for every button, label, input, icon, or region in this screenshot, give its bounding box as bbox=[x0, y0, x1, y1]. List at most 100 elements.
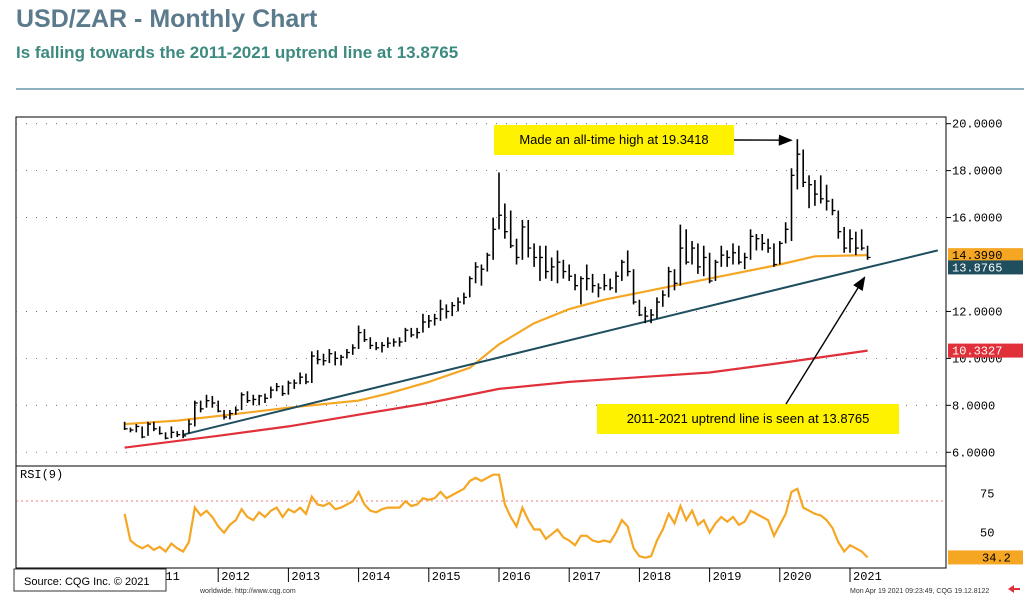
year-label: 2018 bbox=[642, 570, 671, 584]
ohlc-bar bbox=[866, 245, 871, 260]
footer-left-text: worldwide. http://www.cqg.com bbox=[199, 588, 296, 595]
price-tag-label: 13.8765 bbox=[952, 261, 1002, 275]
ohlc-bar bbox=[310, 351, 315, 384]
ohlc-bar bbox=[334, 351, 339, 366]
ohlc-bar bbox=[849, 229, 853, 253]
year-label: 2019 bbox=[713, 570, 742, 584]
ohlc-bar bbox=[275, 383, 280, 392]
ohlc-bar bbox=[814, 180, 818, 206]
ohlc-bar bbox=[767, 238, 772, 253]
ohlc-bar bbox=[246, 391, 251, 403]
ohlc-bar bbox=[381, 341, 385, 353]
ohlc-bar bbox=[486, 252, 491, 272]
ohlc-bar bbox=[199, 400, 204, 413]
ohlc-bar bbox=[158, 426, 163, 435]
ohlc-bar bbox=[504, 203, 508, 239]
rsi-panel-frame bbox=[15, 465, 947, 569]
year-label: 2012 bbox=[221, 570, 250, 584]
ohlc-bar bbox=[644, 306, 649, 324]
ohlc-bar bbox=[837, 210, 842, 239]
ohlc-bar bbox=[258, 394, 263, 406]
ohlc-bar bbox=[182, 429, 187, 439]
ohlc-bar bbox=[825, 184, 830, 211]
rsi-panel-label: RSI(9) bbox=[20, 468, 63, 482]
ohlc-bar bbox=[591, 273, 596, 293]
ohlc-bar bbox=[293, 379, 298, 389]
ohlc-bar bbox=[673, 269, 678, 291]
price-tag: 10.3327 bbox=[948, 343, 1023, 359]
ohlc-bar bbox=[702, 245, 707, 277]
annotation-callout: 2011-2021 uptrend line is seen at 13.876… bbox=[597, 276, 899, 434]
ohlc-bar bbox=[585, 264, 590, 291]
scroll-left-arrow-icon[interactable] bbox=[1008, 585, 1020, 593]
ohlc-bar bbox=[129, 427, 134, 433]
year-label: 2020 bbox=[783, 570, 812, 584]
ohlc-bar bbox=[626, 250, 631, 277]
price-axis-tick-label: 8.0000 bbox=[952, 399, 995, 413]
ohlc-bar bbox=[778, 241, 783, 265]
ohlc-bar bbox=[831, 198, 836, 216]
year-label: 2015 bbox=[432, 570, 461, 584]
ohlc-bar bbox=[743, 252, 748, 270]
ohlc-bar bbox=[656, 297, 660, 319]
ohlc-bar bbox=[738, 245, 742, 265]
year-label: 2016 bbox=[502, 570, 531, 584]
ohlc-bar bbox=[217, 400, 222, 413]
footer-right-text: Mon Apr 19 2021 09:23:49, CQG 19.12.8122 bbox=[850, 588, 989, 595]
ohlc-bar bbox=[661, 290, 666, 307]
ohlc-bar bbox=[808, 175, 813, 209]
ohlc-bar bbox=[492, 217, 497, 260]
ohlc-bar bbox=[229, 410, 233, 420]
price-axis-tick-label: 6.0000 bbox=[952, 446, 995, 460]
year-label: 2017 bbox=[572, 570, 601, 584]
ohlc-bar bbox=[457, 297, 462, 312]
annotation-text: Made an all-time high at 19.3418 bbox=[519, 132, 708, 147]
ohlc-bar bbox=[708, 252, 713, 284]
price-tag-label: 14.3990 bbox=[952, 249, 1002, 263]
annotation-callout: Made an all-time high at 19.3418 bbox=[494, 125, 793, 155]
uptrend-line bbox=[182, 249, 939, 436]
rsi-value-tag: 34.2 bbox=[948, 550, 1023, 565]
ohlc-bar bbox=[714, 259, 719, 281]
ohlc-bar bbox=[615, 271, 619, 293]
ohlc-bar bbox=[609, 278, 614, 291]
ohlc-bar bbox=[679, 224, 684, 286]
price-tag: 14.3990 bbox=[948, 248, 1023, 263]
ohlc-bar bbox=[445, 304, 450, 319]
ohlc-bar bbox=[153, 421, 157, 432]
ohlc-bar bbox=[357, 325, 362, 349]
ohlc-bar bbox=[404, 327, 409, 342]
year-label: 2021 bbox=[853, 570, 882, 584]
ohlc-bar bbox=[474, 262, 479, 284]
ohlc-bar bbox=[194, 400, 198, 427]
ohlc-bar bbox=[562, 259, 567, 279]
ohlc-bar bbox=[568, 264, 573, 281]
price-axis-tick-label: 16.0000 bbox=[952, 212, 1002, 226]
ohlc-bar bbox=[164, 432, 169, 440]
ohlc-bar bbox=[580, 276, 584, 305]
ohlc-bar bbox=[328, 349, 333, 364]
ohlc-bar bbox=[287, 380, 292, 395]
ohlc-bar bbox=[123, 421, 128, 430]
ohlc-bar bbox=[480, 264, 485, 286]
ohlc-bar bbox=[410, 327, 415, 338]
ohlc-bar bbox=[533, 243, 538, 267]
ohlc-bar bbox=[790, 168, 795, 242]
ohlc-bar bbox=[135, 424, 140, 433]
source-label: Source: CQG Inc. © 2021 bbox=[24, 576, 150, 588]
ohlc-bar bbox=[498, 172, 502, 230]
price-tag: 13.8765 bbox=[948, 260, 1023, 275]
annotation-text: 2011-2021 uptrend line is seen at 13.876… bbox=[627, 411, 870, 426]
ohlc-bar bbox=[819, 175, 824, 204]
ohlc-bar bbox=[667, 266, 672, 298]
ohlc-bar bbox=[322, 353, 327, 366]
ohlc-bar bbox=[720, 245, 725, 267]
ohlc-bar bbox=[170, 426, 175, 439]
rsi-value-tag-label: 34.2 bbox=[982, 551, 1011, 565]
ohlc-bar bbox=[141, 426, 146, 439]
ohlc-bar bbox=[784, 222, 789, 244]
ohlc-bar bbox=[515, 238, 520, 265]
ohlc-bar bbox=[422, 313, 426, 333]
ohlc-bar bbox=[556, 250, 561, 284]
header-divider bbox=[16, 88, 1024, 90]
